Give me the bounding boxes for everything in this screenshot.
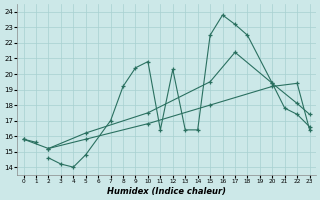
X-axis label: Humidex (Indice chaleur): Humidex (Indice chaleur)	[107, 187, 226, 196]
